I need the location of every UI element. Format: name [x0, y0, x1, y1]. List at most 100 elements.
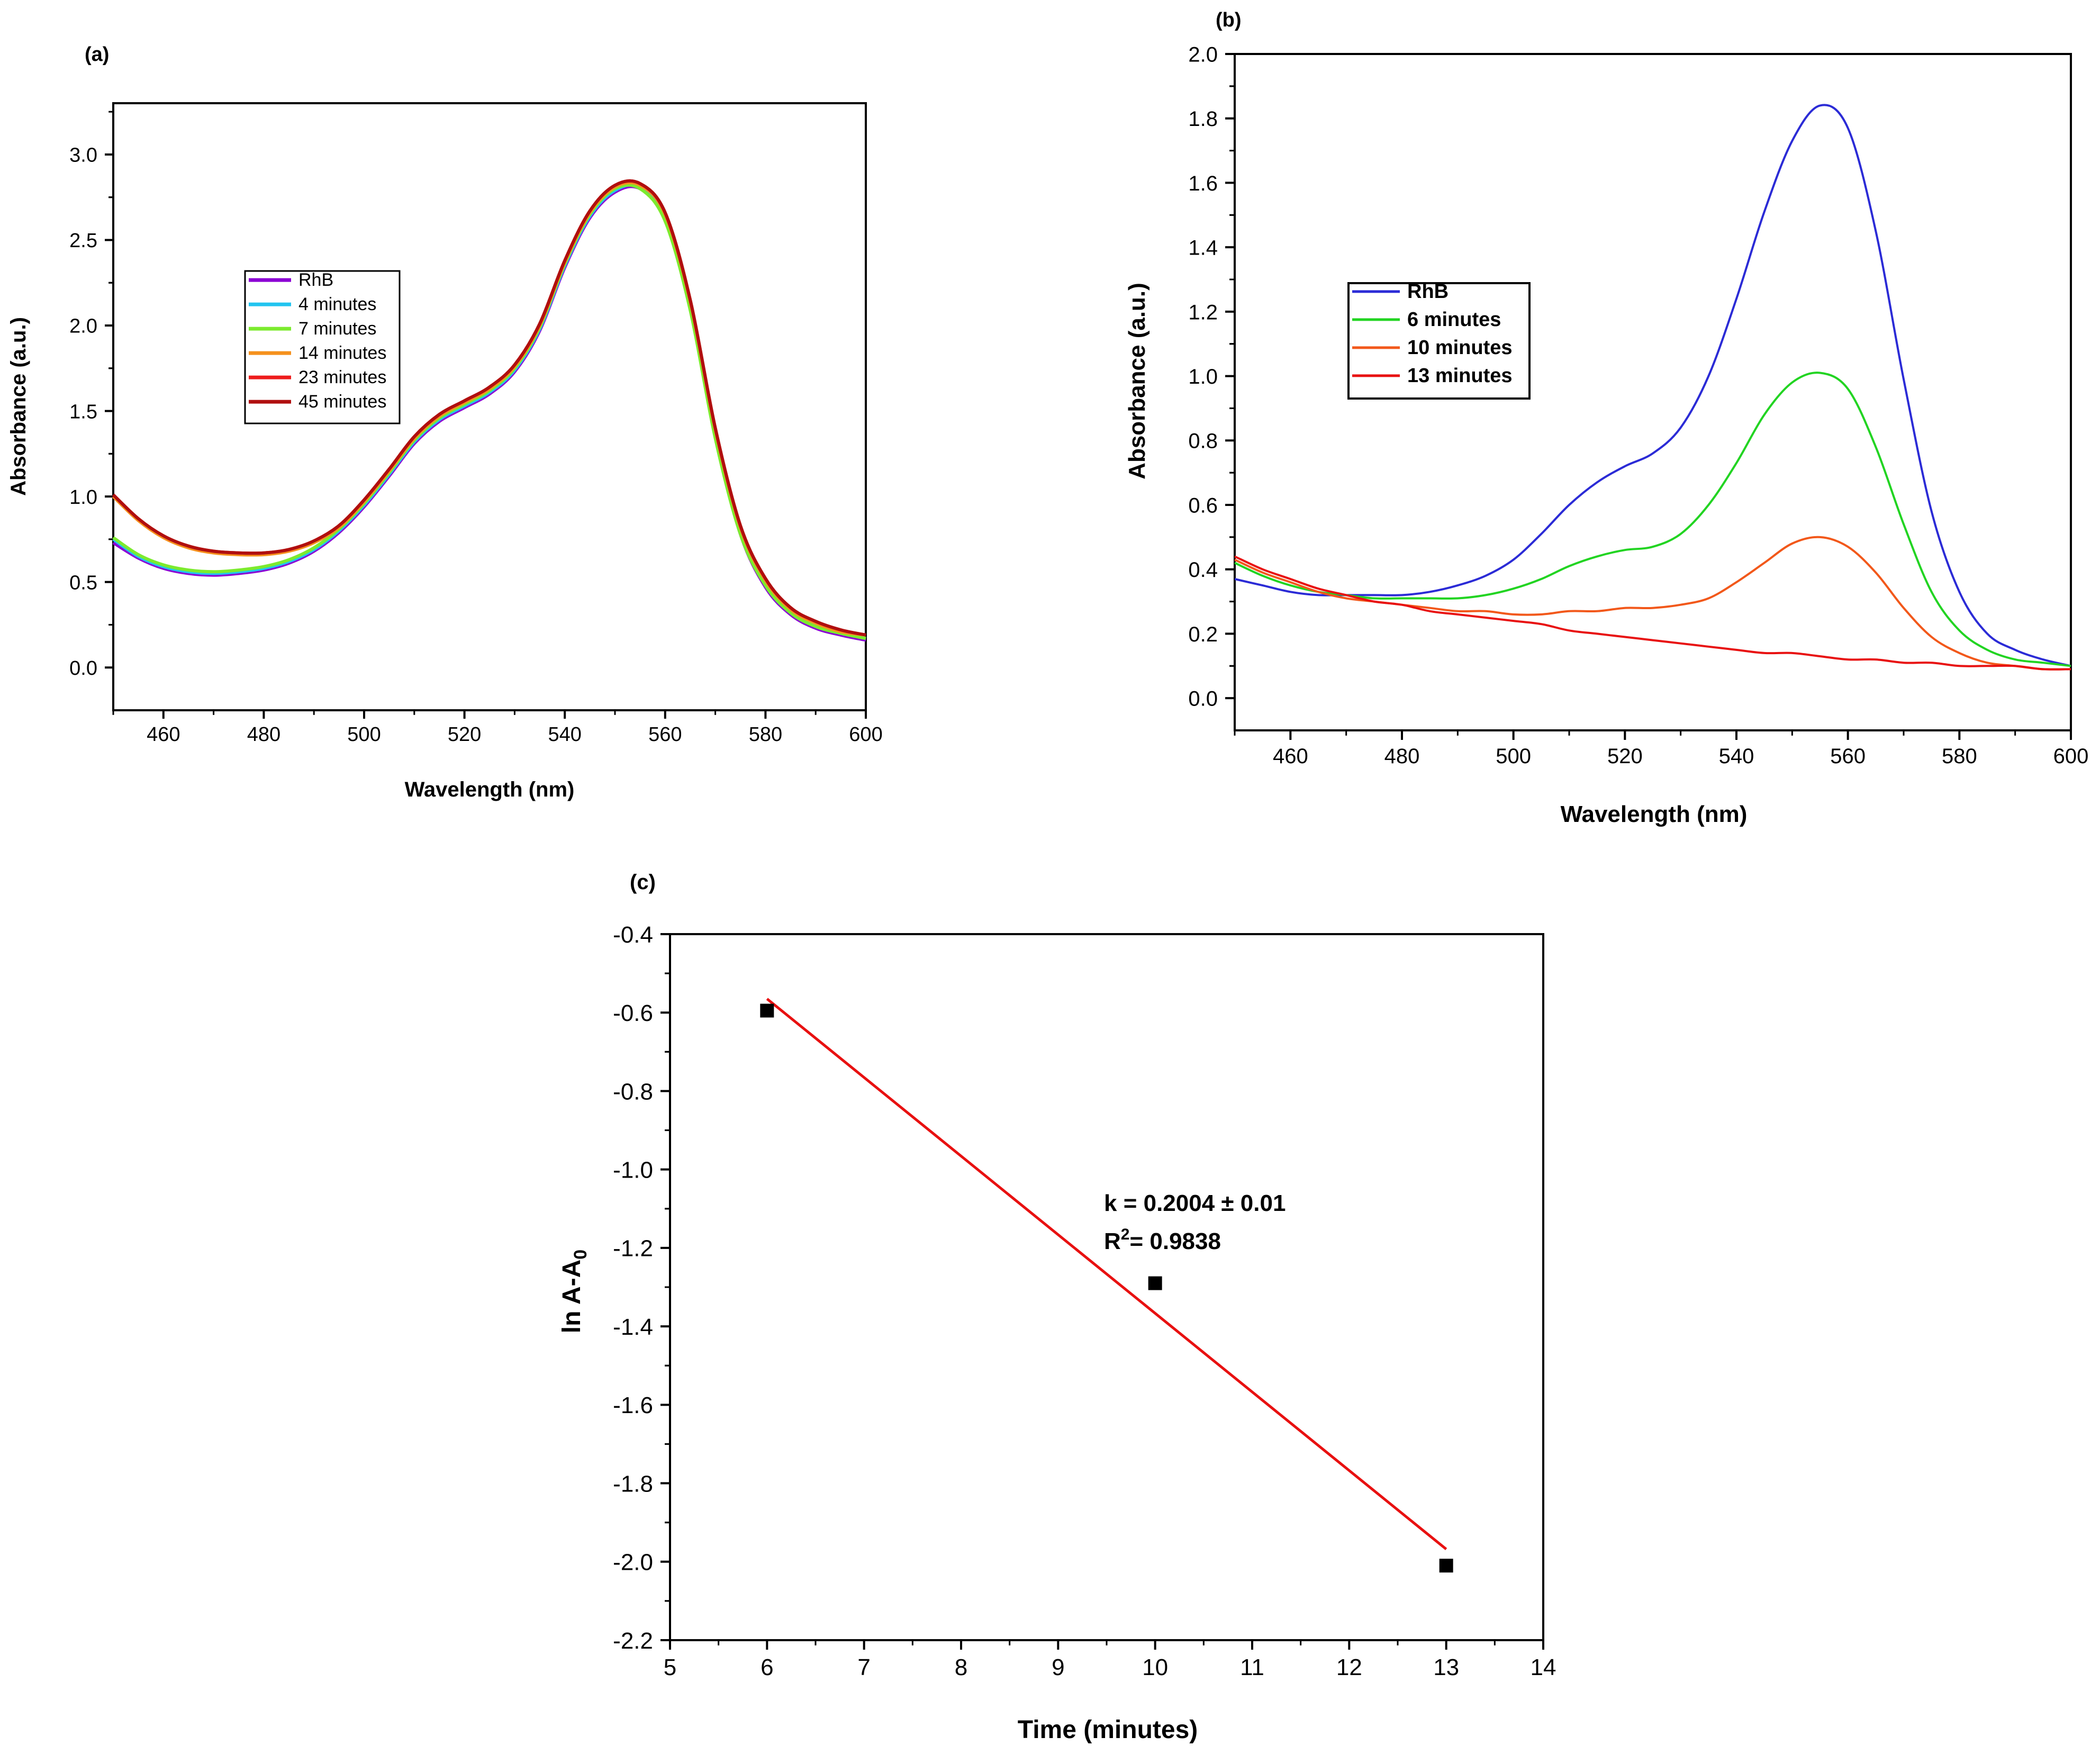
panel-b-y-tick-label-0-2: 0.2: [1188, 623, 1218, 646]
panel-c-fit-line: [766, 998, 1447, 1551]
panel-a-x-tick-label-580: 580: [749, 723, 782, 746]
panel-b-legend-box: [1347, 282, 1531, 400]
panel-b-x-tick-label-460: 460: [1273, 745, 1308, 768]
panel-b-legend-label-13-minutes: 13 minutes: [1407, 365, 1513, 387]
panel-a-y-tick-label-3-0: 3.0: [69, 144, 97, 167]
panel-c-axes: 5 6 7 8 9 10 11 12 13 14 -2.2 -2.0 -1.8 -1.6 -1.4 -1.2 -…: [613, 922, 1556, 1680]
panel-b-x-tick-label-560: 560: [1830, 745, 1866, 768]
panel-a-x-tick-label-460: 460: [147, 723, 180, 746]
panel-a-legend-label-4-minutes: 4 minutes: [298, 294, 376, 314]
panel-c-x-tick-label-7: 7: [857, 1654, 870, 1680]
panel-a-plot-frame: [112, 102, 867, 711]
panel-b-x-tick-label-480: 480: [1384, 745, 1420, 768]
panel-b-y-tick-label-1-0: 1.0: [1188, 365, 1218, 388]
panel-b-y-tick-label-0-8: 0.8: [1188, 430, 1218, 453]
panel-a-y-tick-label-0-5: 0.5: [69, 572, 97, 594]
panel-a-x-tick-label-560: 560: [648, 723, 682, 746]
panel-c-x-tick-label-10: 10: [1142, 1654, 1168, 1680]
panel-c-data-point-3: [1439, 1559, 1453, 1573]
panel-a-legend-label-7-minutes: 7 minutes: [298, 319, 376, 339]
panel-b-y-axis-label: Absorbance (a.u.): [1124, 283, 1150, 480]
panel-b-y-tick-label-1-2: 1.2: [1188, 301, 1218, 324]
panel-c-x-tick-label-14: 14: [1531, 1654, 1556, 1680]
panel-c-y-tick-label-1-0: -1.0: [613, 1157, 653, 1183]
panel-b-x-tick-label-500: 500: [1496, 745, 1531, 768]
panel-a-legend-label-14-minutes: 14 minutes: [298, 343, 386, 363]
panel-b-label: (b): [1216, 9, 1242, 31]
panel-b-y-tick-label-0-6: 0.6: [1188, 494, 1218, 517]
panel-b-legend-label-rhb: RhB: [1407, 281, 1449, 303]
panel-c-x-tick-label-13: 13: [1433, 1654, 1459, 1680]
panel-c-data-point-1: [760, 1003, 774, 1018]
panel-a-series-7-minutes: [112, 183, 866, 640]
panel-c-chart: (c) 5 6 7 8 9 10 11 12 13 14 -2.2 -2.0 -1.8 -1.6 -1.4 -…: [558, 871, 1556, 1744]
panel-b-legend-label-6-minutes: 6 minutes: [1407, 309, 1501, 331]
panel-b-y-tick-label-1-4: 1.4: [1188, 237, 1218, 260]
panel-c-y-axis-label-subscript: 0: [571, 1250, 591, 1260]
panel-c-x-tick-label-11: 11: [1240, 1654, 1264, 1680]
panel-c-r-squared-sup: 2: [1121, 1226, 1130, 1243]
panel-b-series-rhb: [1234, 104, 2071, 667]
panel-b-y-tick-label-1-6: 1.6: [1188, 172, 1218, 195]
panel-c-y-tick-label-1-8: -1.8: [613, 1471, 653, 1497]
panel-b-axes: 460 480 500 520 540 560 580 600 0.0 0.2 0.4 0.6 0.8 1…: [1188, 43, 2088, 768]
panel-c-y-tick-label-0-4: -0.4: [613, 922, 653, 948]
panel-a-label: (a): [85, 43, 109, 66]
panel-c-y-axis-label: ln A-A0: [558, 1250, 591, 1333]
panel-a-x-axis-label: Wavelength (nm): [405, 778, 575, 801]
panel-b-x-tick-label-520: 520: [1607, 745, 1643, 768]
panel-c-x-tick-label-12: 12: [1336, 1654, 1362, 1680]
panel-a-chart: (a) 460 480 500 520 540 560 580 600 0.0 0.5 1.0 1.5…: [7, 43, 883, 801]
panel-b-legend: RhB 6 minutes 10 minutes 13 minutes: [1347, 281, 1531, 400]
panel-a-legend: RhB 4 minutes 7 minutes 14 minutes 23 minute…: [244, 270, 401, 424]
panel-c-series-group: [760, 998, 1453, 1573]
panel-b-y-tick-label-2-0: 2.0: [1188, 43, 1218, 66]
panel-c-r-squared-annotation: R2= 0.9838: [1104, 1226, 1221, 1254]
panel-b-series-group: [1234, 104, 2071, 671]
panel-a-legend-label-23-minutes: 23 minutes: [298, 367, 386, 387]
panel-a-legend-label-45-minutes: 45 minutes: [298, 392, 386, 412]
panel-c-x-axis-label: Time (minutes): [1018, 1716, 1198, 1744]
panel-b-series-13-minutes: [1234, 555, 2071, 671]
panel-b-chart: (b) 460 480 500 520 540 560 580 600 0.0 0.2 0.4 0.6…: [1124, 9, 2088, 827]
panel-c-r-squared-base: R: [1104, 1228, 1121, 1254]
panel-c-label: (c): [630, 871, 656, 894]
panel-c-y-tick-label-0-6: -0.6: [613, 1000, 653, 1026]
panel-c-y-tick-label-2-2: -2.2: [613, 1628, 653, 1654]
panel-c-y-axis-label-main: ln A-A: [558, 1260, 586, 1334]
panel-c-y-tick-label-2-0: -2.0: [613, 1550, 653, 1576]
panel-b-plot-frame: [1234, 53, 2072, 731]
panel-c-rate-constant-annotation: k = 0.2004 ± 0.01: [1104, 1190, 1286, 1216]
panel-a-x-tick-label-480: 480: [247, 723, 280, 746]
panel-b-x-axis-label: Wavelength (nm): [1561, 801, 1748, 827]
panel-c-x-tick-label-8: 8: [955, 1654, 967, 1680]
panel-a-y-tick-label-0-0: 0.0: [69, 657, 97, 680]
panel-a-series-45-minutes: [112, 179, 866, 637]
panel-c-x-tick-label-9: 9: [1052, 1654, 1064, 1680]
panel-a-legend-label-rhb: RhB: [298, 270, 333, 290]
panel-c-r-squared-value: = 0.9838: [1129, 1228, 1221, 1254]
panel-b-y-tick-label-1-8: 1.8: [1188, 107, 1218, 131]
panel-b-x-tick-label-580: 580: [1942, 745, 1977, 768]
panel-a-x-tick-label-540: 540: [548, 723, 581, 746]
panel-c-y-tick-label-1-6: -1.6: [613, 1392, 653, 1418]
panel-a-y-axis-label: Absorbance (a.u.): [7, 317, 30, 496]
panel-c-x-tick-label-5: 5: [664, 1654, 676, 1680]
panel-c-data-point-2: [1148, 1276, 1162, 1290]
panel-a-legend-box: [244, 270, 401, 424]
panel-a-x-tick-label-600: 600: [849, 723, 882, 746]
panel-a-x-tick-label-500: 500: [347, 723, 381, 746]
panel-a-y-tick-label-2-5: 2.5: [69, 230, 97, 252]
panel-b-x-tick-label-600: 600: [2053, 745, 2089, 768]
panel-a-y-tick-label-1-0: 1.0: [69, 486, 97, 509]
panel-c-plot-frame: [669, 933, 1544, 1641]
panel-a-axes: 460 480 500 520 540 560 580 600 0.0 0.5 1.0 1.5 2.0 2…: [69, 111, 883, 746]
panel-a-y-tick-label-1-5: 1.5: [69, 401, 97, 423]
panel-c-y-tick-label-0-8: -0.8: [613, 1079, 653, 1105]
panel-c-y-tick-label-1-4: -1.4: [613, 1314, 653, 1340]
panel-b-y-tick-label-0-0: 0.0: [1188, 687, 1218, 711]
panel-a-y-tick-label-2-0: 2.0: [69, 315, 97, 338]
panel-a-series-group: [112, 179, 866, 642]
panel-a-x-tick-label-520: 520: [448, 723, 481, 746]
